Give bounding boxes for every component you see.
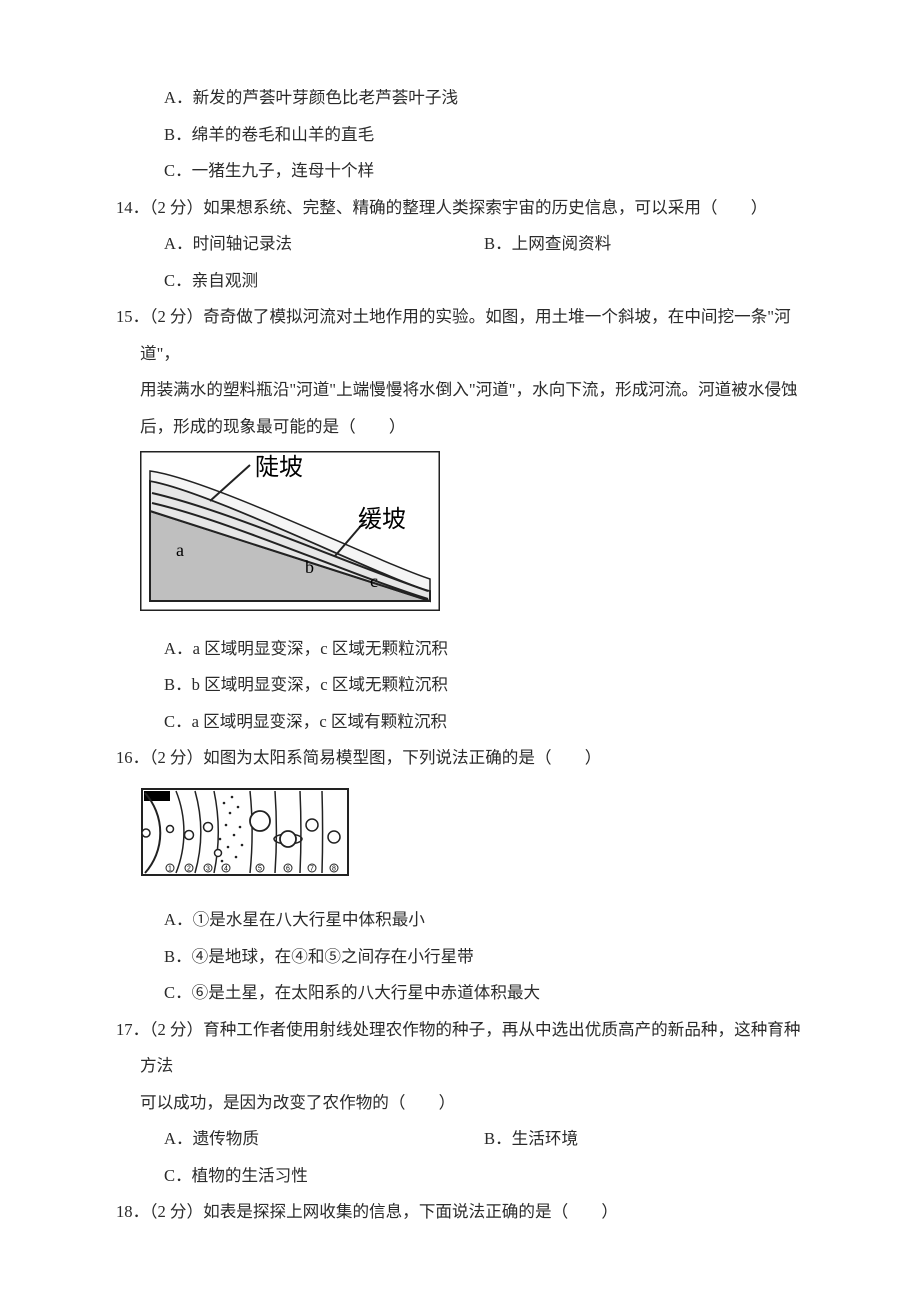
exam-page: A．新发的芦荟叶芽颜色比老芦荟叶子浅 B．绵羊的卷毛和山羊的直毛 C．一猪生九子…: [0, 0, 920, 1311]
q16-option-c: C．⑥是土星，在太阳系的八大行星中赤道体积最大: [116, 975, 812, 1012]
svg-text:7: 7: [310, 865, 314, 872]
q13-option-c: C．一猪生九子，连母十个样: [116, 153, 812, 190]
q15-option-c: C．a 区域明显变深，c 区域有颗粒沉积: [116, 704, 812, 741]
q14-option-c: C．亲自观测: [116, 263, 812, 300]
svg-text:c: c: [370, 571, 378, 591]
svg-text:4: 4: [224, 865, 228, 872]
q13-option-a: A．新发的芦荟叶芽颜色比老芦荟叶子浅: [116, 80, 812, 117]
q15-figure-slope: 陡坡 缓坡 a b c: [140, 451, 812, 625]
q17-options-ab: A．遗传物质 B．生活环境: [116, 1121, 812, 1158]
svg-text:b: b: [305, 557, 314, 577]
slope-diagram-icon: 陡坡 缓坡 a b c: [140, 451, 440, 611]
q16-stem: 16．（2 分）如图为太阳系简易模型图，下列说法正确的是（ ）: [116, 740, 812, 777]
q17-option-b: B．生活环境: [484, 1121, 578, 1158]
q13-option-b: B．绵羊的卷毛和山羊的直毛: [116, 117, 812, 154]
solar-system-diagram-icon: 1 2 3 4 5 6 7 8: [140, 783, 350, 883]
q16-option-a: A．①是水星在八大行星中体积最小: [116, 902, 812, 939]
q14-option-b: B．上网查阅资料: [484, 226, 611, 263]
svg-text:3: 3: [206, 865, 210, 872]
q16-option-b: B．④是地球，在④和⑤之间存在小行星带: [116, 939, 812, 976]
svg-text:6: 6: [286, 865, 290, 872]
q17-option-c: C．植物的生活习性: [116, 1158, 812, 1195]
q16-figure-solar-system: 1 2 3 4 5 6 7 8: [140, 783, 812, 897]
q17-stem-1: 17．（2 分）育种工作者使用射线处理农作物的种子，再从中选出优质高产的新品种，…: [116, 1012, 812, 1085]
svg-text:缓坡: 缓坡: [358, 506, 406, 533]
q15-option-a: A．a 区域明显变深，c 区域无颗粒沉积: [116, 631, 812, 668]
q14-options-ab: A．时间轴记录法 B．上网查阅资料: [116, 226, 812, 263]
svg-text:8: 8: [332, 865, 336, 872]
q17-option-a: A．遗传物质: [164, 1121, 484, 1158]
svg-text:a: a: [176, 540, 184, 560]
svg-text:陡坡: 陡坡: [255, 454, 303, 481]
q17-stem-2: 可以成功，是因为改变了农作物的（ ）: [116, 1085, 812, 1122]
svg-text:5: 5: [258, 865, 262, 872]
q15-option-b: B．b 区域明显变深，c 区域无颗粒沉积: [116, 667, 812, 704]
q18-stem: 18．（2 分）如表是探探上网收集的信息，下面说法正确的是（ ）: [116, 1194, 812, 1231]
q14-stem: 14．（2 分）如果想系统、完整、精确的整理人类探索宇宙的历史信息，可以采用（ …: [116, 190, 812, 227]
q15-stem-2: 用装满水的塑料瓶沿"河道"上端慢慢将水倒入"河道"，水向下流，形成河流。河道被水…: [116, 372, 812, 409]
q15-stem-1: 15．（2 分）奇奇做了模拟河流对土地作用的实验。如图，用土堆一个斜坡，在中间挖…: [116, 299, 812, 372]
q14-option-a: A．时间轴记录法: [164, 226, 484, 263]
svg-text:1: 1: [168, 865, 172, 872]
svg-text:2: 2: [187, 865, 191, 872]
q15-stem-3: 后，形成的现象最可能的是（ ）: [116, 409, 812, 446]
